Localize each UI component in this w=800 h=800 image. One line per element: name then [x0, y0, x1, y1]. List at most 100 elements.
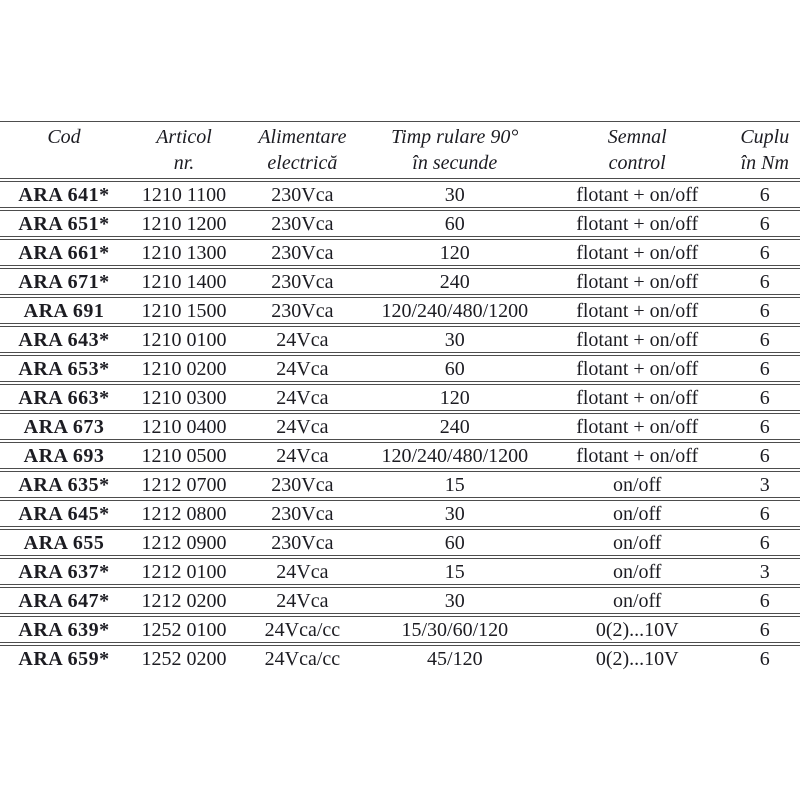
header-label-line2: în Nm	[740, 152, 789, 174]
table-row: ARA 661* 1210 1300 230Vca 120 flotant + …	[0, 239, 800, 266]
cell-timp-rulare: 120/240/480/1200	[364, 297, 545, 324]
column-header-cuplu: Cuplu în Nm	[729, 121, 800, 179]
cell-timp-rulare: 30	[364, 500, 545, 527]
cell-articol-nr: 1212 0900	[128, 529, 240, 556]
table-row: ARA 659* 1252 0200 24Vca/cc 45/120 0(2).…	[0, 645, 800, 671]
cell-articol-nr: 1210 0100	[128, 326, 240, 353]
cell-semnal-control: flotant + on/off	[544, 181, 730, 208]
table-row: ARA 655 1212 0900 230Vca 60 on/off 6	[0, 529, 800, 556]
cell-cod: ARA 645*	[0, 500, 128, 527]
cell-cuplu: 6	[729, 268, 800, 295]
cell-cuplu: 6	[729, 355, 800, 382]
header-label: Alimentare	[258, 126, 347, 148]
cell-semnal-control: flotant + on/off	[544, 239, 730, 266]
header-label: Articol	[156, 126, 212, 148]
cell-cod: ARA 637*	[0, 558, 128, 585]
cell-timp-rulare: 60	[364, 210, 545, 237]
cell-cod: ARA 643*	[0, 326, 128, 353]
cell-articol-nr: 1210 1400	[128, 268, 240, 295]
cell-articol-nr: 1212 0700	[128, 471, 240, 498]
cell-cuplu: 6	[729, 181, 800, 208]
cell-semnal-control: 0(2)...10V	[544, 616, 730, 643]
column-header-cod: Cod	[0, 121, 128, 179]
cell-alimentare: 24Vca	[240, 558, 365, 585]
table-row: ARA 671* 1210 1400 230Vca 240 flotant + …	[0, 268, 800, 295]
cell-cuplu: 3	[729, 471, 800, 498]
cell-alimentare: 230Vca	[240, 500, 365, 527]
cell-cod: ARA 659*	[0, 645, 128, 671]
cell-timp-rulare: 120	[364, 239, 545, 266]
cell-articol-nr: 1252 0200	[128, 645, 240, 671]
table-row: ARA 637* 1212 0100 24Vca 15 on/off 3	[0, 558, 800, 585]
cell-alimentare: 230Vca	[240, 471, 365, 498]
cell-semnal-control: flotant + on/off	[544, 384, 730, 411]
table-row: ARA 691 1210 1500 230Vca 120/240/480/120…	[0, 297, 800, 324]
cell-cuplu: 6	[729, 239, 800, 266]
cell-semnal-control: on/off	[544, 500, 730, 527]
cell-semnal-control: on/off	[544, 558, 730, 585]
column-header-alimentare-electrica: Alimentare electrică	[240, 121, 365, 179]
cell-cod: ARA 653*	[0, 355, 128, 382]
cell-timp-rulare: 120	[364, 384, 545, 411]
cell-timp-rulare: 30	[364, 326, 545, 353]
cell-articol-nr: 1212 0200	[128, 587, 240, 614]
cell-timp-rulare: 60	[364, 529, 545, 556]
cell-timp-rulare: 240	[364, 268, 545, 295]
cell-articol-nr: 1210 0500	[128, 442, 240, 469]
table-row: ARA 641* 1210 1100 230Vca 30 flotant + o…	[0, 181, 800, 208]
cell-timp-rulare: 45/120	[364, 645, 545, 671]
table-row: ARA 643* 1210 0100 24Vca 30 flotant + on…	[0, 326, 800, 353]
table-row: ARA 653* 1210 0200 24Vca 60 flotant + on…	[0, 355, 800, 382]
cell-cuplu: 6	[729, 500, 800, 527]
cell-articol-nr: 1210 0300	[128, 384, 240, 411]
cell-articol-nr: 1210 1300	[128, 239, 240, 266]
cell-alimentare: 230Vca	[240, 181, 365, 208]
cell-alimentare: 230Vca	[240, 297, 365, 324]
cell-semnal-control: 0(2)...10V	[544, 645, 730, 671]
cell-articol-nr: 1252 0100	[128, 616, 240, 643]
cell-alimentare: 24Vca/cc	[240, 616, 365, 643]
cell-cuplu: 6	[729, 384, 800, 411]
header-label-line2: nr.	[173, 152, 195, 174]
header-label: Cod	[47, 126, 81, 148]
cell-cod: ARA 661*	[0, 239, 128, 266]
header-label-line2: electrică	[267, 152, 338, 174]
header-label: Timp rulare 90°	[391, 126, 519, 148]
cell-alimentare: 230Vca	[240, 210, 365, 237]
header-label-line2: în secunde	[412, 152, 498, 174]
cell-cod: ARA 671*	[0, 268, 128, 295]
cell-cod: ARA 693	[0, 442, 128, 469]
cell-articol-nr: 1210 1500	[128, 297, 240, 324]
cell-semnal-control: flotant + on/off	[544, 297, 730, 324]
cell-timp-rulare: 15	[364, 471, 545, 498]
cell-cuplu: 6	[729, 210, 800, 237]
cell-alimentare: 230Vca	[240, 529, 365, 556]
cell-cuplu: 6	[729, 645, 800, 671]
column-header-timp-rulare: Timp rulare 90° în secunde	[364, 121, 545, 179]
cell-timp-rulare: 30	[364, 587, 545, 614]
cell-alimentare: 230Vca	[240, 239, 365, 266]
table-row: ARA 645* 1212 0800 230Vca 30 on/off 6	[0, 500, 800, 527]
cell-semnal-control: flotant + on/off	[544, 355, 730, 382]
table-row: ARA 647* 1212 0200 24Vca 30 on/off 6	[0, 587, 800, 614]
cell-timp-rulare: 240	[364, 413, 545, 440]
cell-timp-rulare: 30	[364, 181, 545, 208]
cell-timp-rulare: 15/30/60/120	[364, 616, 545, 643]
cell-semnal-control: on/off	[544, 587, 730, 614]
cell-semnal-control: on/off	[544, 529, 730, 556]
cell-cuplu: 6	[729, 297, 800, 324]
cell-cod: ARA 655	[0, 529, 128, 556]
column-header-semnal-control: Semnal control	[544, 121, 730, 179]
cell-articol-nr: 1210 1100	[128, 181, 240, 208]
cell-alimentare: 24Vca	[240, 442, 365, 469]
cell-semnal-control: flotant + on/off	[544, 210, 730, 237]
cell-semnal-control: flotant + on/off	[544, 326, 730, 353]
cell-alimentare: 24Vca	[240, 384, 365, 411]
header-label-line2	[0, 150, 128, 176]
cell-semnal-control: flotant + on/off	[544, 268, 730, 295]
cell-alimentare: 24Vca	[240, 355, 365, 382]
column-header-articol-nr: Articol nr.	[128, 121, 240, 179]
cell-alimentare: 24Vca	[240, 326, 365, 353]
cell-alimentare: 24Vca	[240, 413, 365, 440]
table-row: ARA 663* 1210 0300 24Vca 120 flotant + o…	[0, 384, 800, 411]
